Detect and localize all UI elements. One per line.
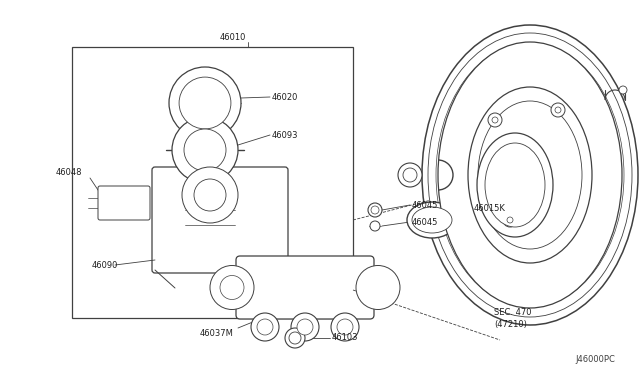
Ellipse shape: [368, 203, 382, 217]
Ellipse shape: [251, 313, 279, 341]
Ellipse shape: [291, 313, 319, 341]
Bar: [72, 47, 353, 318]
Ellipse shape: [370, 221, 380, 231]
Ellipse shape: [422, 25, 638, 325]
Ellipse shape: [331, 313, 359, 341]
Text: J46000PC: J46000PC: [575, 356, 615, 365]
Text: 46090: 46090: [92, 260, 118, 269]
Ellipse shape: [398, 163, 422, 187]
Text: 46048: 46048: [56, 167, 82, 176]
Text: 46093: 46093: [272, 131, 298, 140]
Text: 46037M: 46037M: [200, 328, 234, 337]
Ellipse shape: [438, 42, 622, 308]
Ellipse shape: [182, 167, 238, 223]
Ellipse shape: [194, 179, 226, 211]
Ellipse shape: [179, 77, 231, 129]
Text: 46020: 46020: [272, 93, 298, 102]
Ellipse shape: [555, 107, 561, 113]
Ellipse shape: [289, 332, 301, 344]
Ellipse shape: [407, 202, 457, 238]
FancyBboxPatch shape: [152, 167, 288, 273]
Text: SEC. 470: SEC. 470: [494, 308, 531, 317]
Text: 46045: 46045: [412, 201, 438, 209]
Ellipse shape: [297, 319, 313, 335]
Text: 46103: 46103: [332, 334, 358, 343]
Ellipse shape: [468, 87, 592, 263]
Ellipse shape: [485, 143, 545, 227]
Ellipse shape: [356, 266, 400, 310]
Ellipse shape: [412, 207, 452, 233]
FancyBboxPatch shape: [98, 186, 150, 220]
Text: 46015K: 46015K: [474, 203, 506, 212]
Ellipse shape: [478, 101, 582, 249]
Text: 46010: 46010: [220, 32, 246, 42]
Ellipse shape: [488, 113, 502, 127]
Ellipse shape: [436, 43, 624, 307]
Ellipse shape: [503, 213, 517, 227]
Ellipse shape: [477, 133, 553, 237]
Ellipse shape: [551, 103, 565, 117]
Ellipse shape: [428, 33, 632, 317]
Ellipse shape: [172, 117, 238, 183]
Ellipse shape: [285, 328, 305, 348]
Ellipse shape: [210, 266, 254, 310]
Ellipse shape: [220, 276, 244, 299]
Ellipse shape: [492, 117, 498, 123]
FancyBboxPatch shape: [236, 256, 374, 319]
Ellipse shape: [337, 319, 353, 335]
Text: 46045: 46045: [412, 218, 438, 227]
Ellipse shape: [507, 217, 513, 223]
Text: (47210): (47210): [494, 320, 527, 329]
Ellipse shape: [169, 67, 241, 139]
Ellipse shape: [371, 206, 379, 214]
Ellipse shape: [184, 129, 226, 171]
Ellipse shape: [619, 86, 627, 94]
Ellipse shape: [403, 168, 417, 182]
Ellipse shape: [257, 319, 273, 335]
